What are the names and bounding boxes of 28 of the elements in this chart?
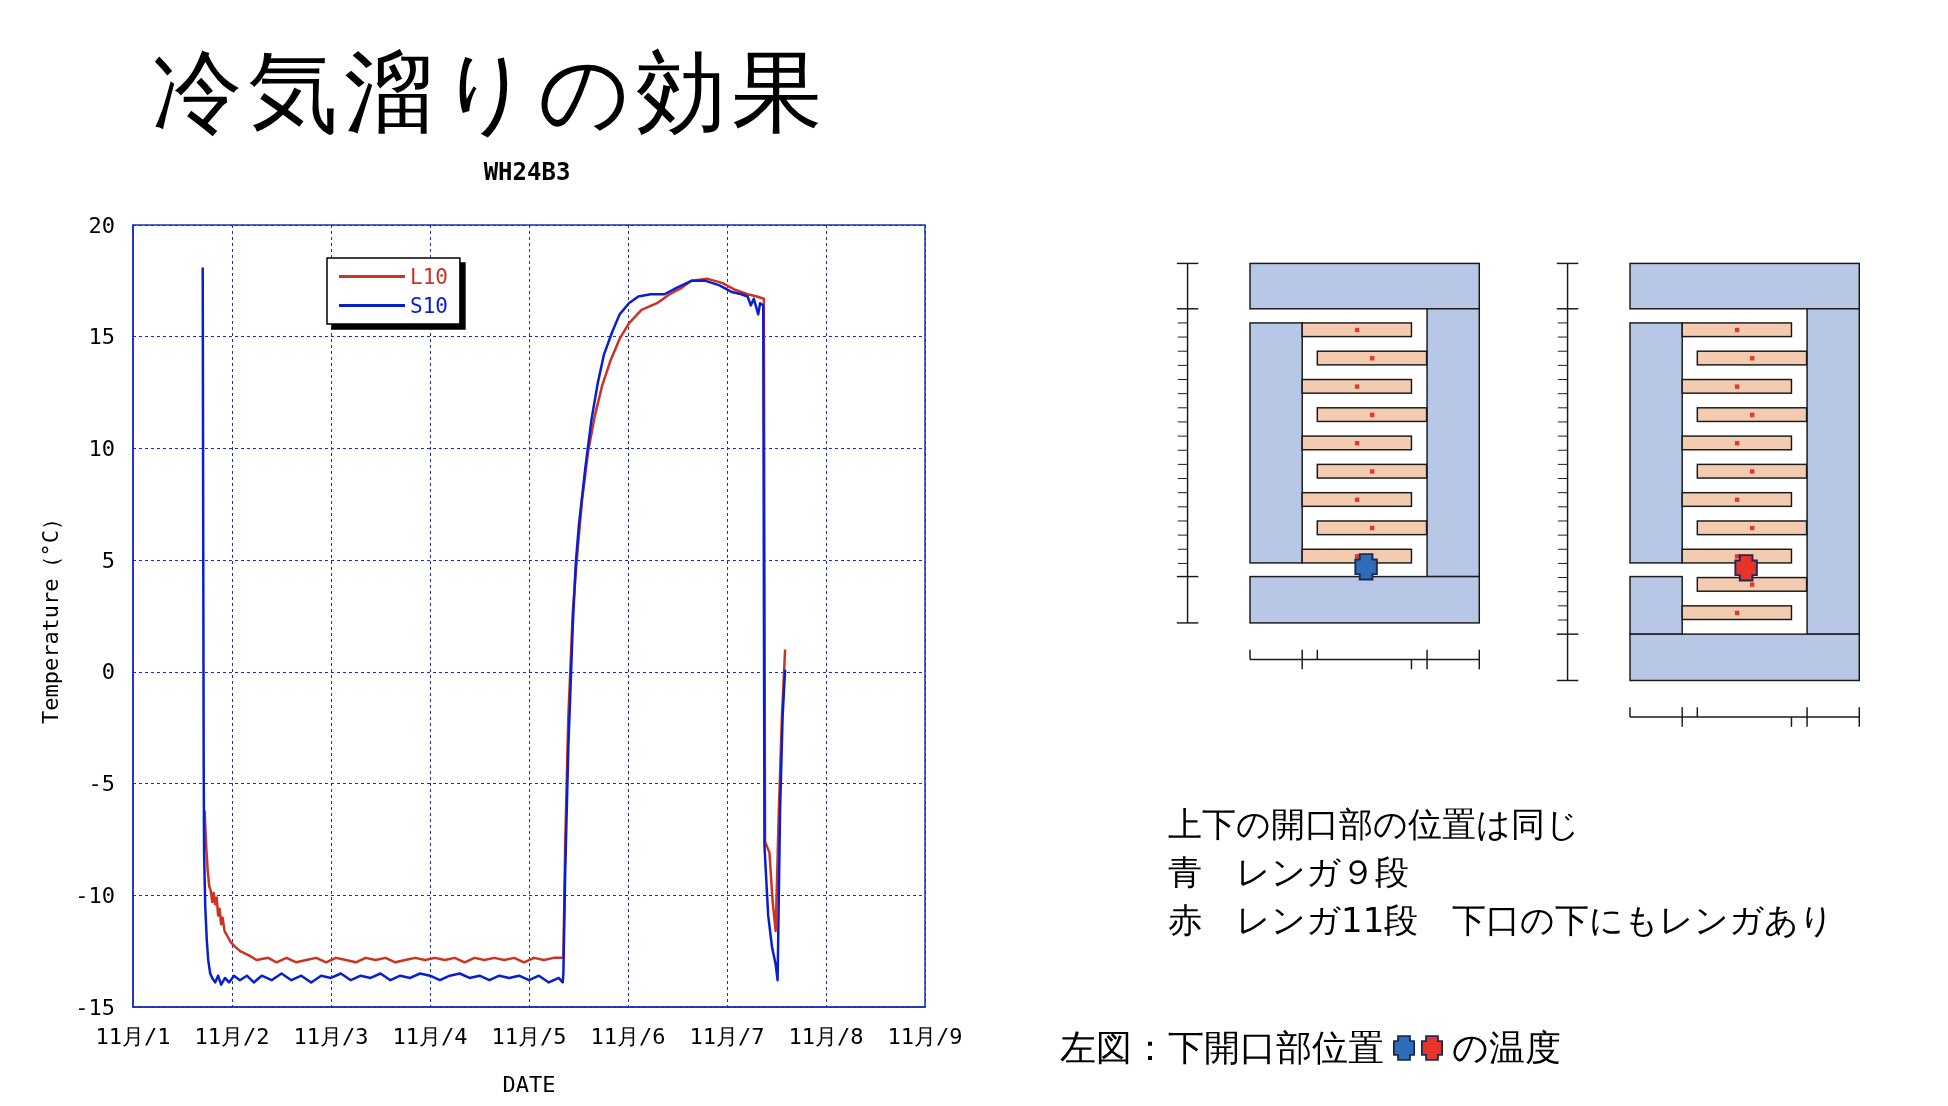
legend-label: L10 [410, 264, 448, 289]
x-tick-label: 11月/7 [689, 1023, 765, 1049]
x-tick-label: 11月/8 [788, 1023, 864, 1049]
x-tick-label: 11月/6 [590, 1023, 666, 1049]
chart-subtitle: WH24B3 [482, 158, 572, 186]
text: 赤 レンガ11段 下口の下にもレンガあり [1168, 899, 1835, 942]
y-tick-label: -5 [88, 771, 115, 797]
y-tick-label: -10 [75, 882, 115, 908]
y-tick-label: 15 [88, 324, 115, 350]
y-tick-label: -15 [75, 994, 115, 1020]
y-tick-label: 0 [101, 659, 115, 685]
x-tick-label: 11月/3 [293, 1023, 369, 1049]
text: の温度 [1452, 1026, 1561, 1070]
x-axis-title: DATE [502, 1071, 556, 1097]
y-axis-title: Temperature（°C） [37, 507, 63, 725]
legend-label: S10 [410, 293, 448, 318]
x-tick-label: 11月/4 [392, 1023, 468, 1049]
y-tick-label: 10 [88, 435, 115, 461]
x-tick-label: 11月/1 [95, 1023, 171, 1049]
x-tick-label: 11月/2 [194, 1023, 270, 1049]
text: 青 レンガ９段 [1168, 851, 1410, 894]
text: 上下の開口部の位置は同じ [1168, 803, 1581, 846]
text: 左図：下開口部位置 [1060, 1026, 1384, 1070]
y-tick-label: 5 [101, 547, 115, 573]
x-tick-label: 11月/5 [491, 1023, 567, 1049]
chart-title: 冷気溜りの効果 [152, 39, 828, 144]
x-tick-label: 11月/9 [887, 1023, 963, 1049]
y-tick-label: 20 [88, 212, 115, 238]
